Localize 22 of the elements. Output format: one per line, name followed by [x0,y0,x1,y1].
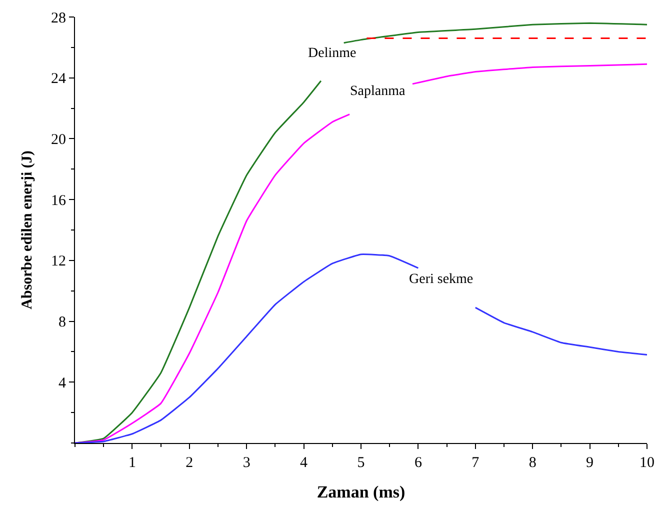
x-tick-label: 6 [414,455,422,471]
y-tick-label: 24 [51,71,66,88]
x-tick-label: 10 [640,455,654,471]
y-tick-label: 8 [58,314,66,331]
y-tick-label: 4 [58,375,66,392]
y-axis-title: Absorbe edilen enerji (J) [19,150,36,310]
x-tick-label: 9 [586,455,594,471]
x-tick-label: 4 [300,455,308,471]
y-tick-label: 28 [51,10,66,26]
x-tick-label: 2 [186,455,194,471]
y-tick-label: 16 [51,192,66,209]
y-tick-label: 12 [51,254,66,270]
series-label: Delinme [308,46,356,61]
x-tick-label: 7 [472,455,480,471]
x-axis-title: Zaman (ms) [316,482,406,502]
x-tick-label: 3 [242,455,250,471]
series-label: Geri sekme [409,272,474,287]
x-tick-label: 8 [528,455,536,471]
series-label: Saplanma [350,84,406,99]
x-tick-label: 1 [128,455,136,471]
x-tick-label: 5 [357,455,365,471]
y-tick-label: 20 [51,132,66,148]
